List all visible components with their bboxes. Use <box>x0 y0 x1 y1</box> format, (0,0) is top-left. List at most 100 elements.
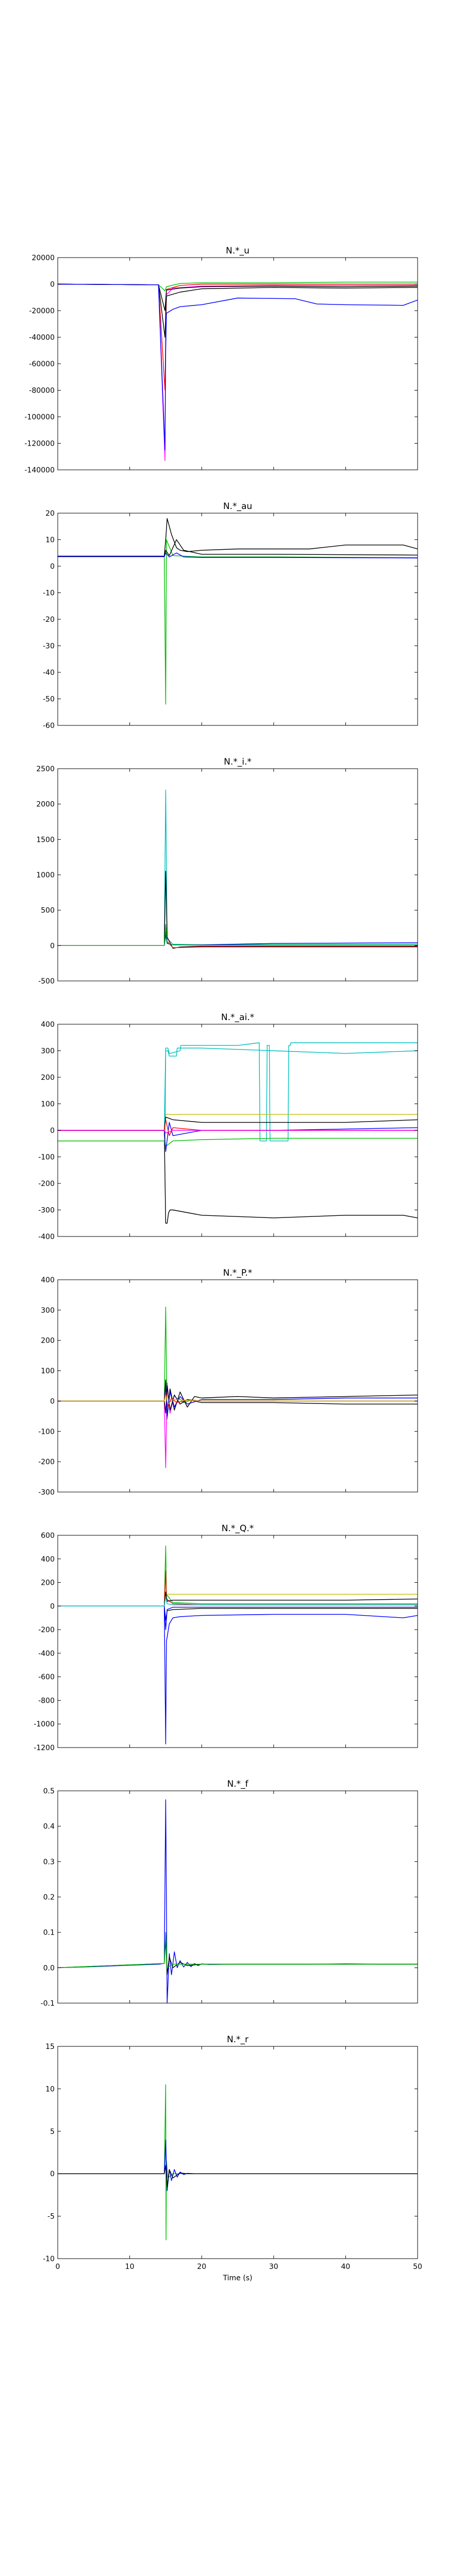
y-tick-label: 400 <box>41 1276 55 1284</box>
series-line-2 <box>58 518 418 557</box>
subplot-2: N.*_au 20 10 0 -10 -20 -30 -40 -50 -60 <box>43 501 418 730</box>
y-tick-label: 1000 <box>36 871 55 879</box>
y-tick-label: 0 <box>50 1127 55 1135</box>
y-tick-label: -500 <box>38 977 55 986</box>
chart-title: N.*_i.* <box>224 757 252 767</box>
y-tick-label: -400 <box>38 1233 55 1241</box>
series-line-2 <box>58 1605 418 1744</box>
plot-area <box>58 1535 418 1748</box>
series-line-3 <box>58 1130 418 1224</box>
y-tick-label: 500 <box>41 907 55 915</box>
x-tick-label: 50 <box>413 2263 422 2271</box>
y-tick-label: -100 <box>38 1428 55 1436</box>
plot-area <box>58 513 418 725</box>
series-line-3 <box>58 1932 418 1968</box>
x-tick-label: 40 <box>341 2263 350 2271</box>
plot-area <box>58 1280 418 1492</box>
y-tick-label: -200 <box>38 1626 55 1634</box>
series-line-7 <box>58 1122 418 1152</box>
series-line-1 <box>58 2084 418 2241</box>
y-tick-label: 200 <box>41 1337 55 1345</box>
plot-area <box>58 2046 418 2259</box>
x-tick-label: 0 <box>56 2263 60 2271</box>
series-line-3 <box>58 539 418 557</box>
series-line-8 <box>58 1596 418 1606</box>
y-tick-label: 0 <box>50 2170 55 2178</box>
y-tick-label: 20 <box>45 510 55 518</box>
y-tick-label: -200 <box>38 1180 55 1188</box>
series-line-3 <box>58 2165 418 2187</box>
y-tick-label: -10 <box>43 2255 55 2263</box>
plot-area <box>58 1791 418 2003</box>
y-tick-label: 0.4 <box>43 1823 55 1831</box>
y-tick-label: -1000 <box>34 1720 55 1728</box>
series-group <box>58 1545 418 1744</box>
y-tick-label: 15 <box>45 2043 55 2051</box>
y-tick-label: -50 <box>43 696 55 704</box>
y-tick-label: -60 <box>43 722 55 730</box>
y-tick-label: -300 <box>38 1207 55 1215</box>
y-tick-label: 0.0 <box>43 1964 55 1972</box>
series-line-7 <box>58 1605 418 1630</box>
series-group <box>58 1799 418 2003</box>
y-tick-label: -200 <box>38 1458 55 1466</box>
y-tick-label: -80000 <box>29 387 55 395</box>
series-line-5 <box>58 924 418 946</box>
y-tick-label: 0 <box>50 1602 55 1611</box>
y-tick-label: 400 <box>41 1555 55 1564</box>
series-line-7 <box>58 1395 418 1404</box>
series-line-1 <box>58 1042 418 1142</box>
y-tick-label: -20000 <box>29 307 55 315</box>
chart-title: N.*_au <box>223 501 252 512</box>
series-line-4 <box>58 552 418 558</box>
y-tick-label: -1200 <box>34 1744 55 1752</box>
y-tick-label: 600 <box>41 1532 55 1540</box>
series-group <box>58 518 418 705</box>
series-line-1 <box>58 281 418 292</box>
series-group <box>58 2084 418 2241</box>
y-tick-label: -40000 <box>29 334 55 342</box>
series-line-2 <box>58 283 418 391</box>
y-tick-label: -400 <box>38 1650 55 1658</box>
y-tick-label: 200 <box>41 1579 55 1587</box>
y-tick-label: -120000 <box>25 440 55 448</box>
chart-title: N.*_ai.* <box>221 1012 254 1023</box>
x-tick-label: 30 <box>269 2263 278 2271</box>
subplot-1: N.*_u 20000 0 -20000 -40000 -60000 -80000 -1000… <box>25 246 418 474</box>
y-tick-label: 20000 <box>31 254 55 262</box>
y-tick-label: 10 <box>45 536 55 545</box>
y-tick-label: 0.5 <box>43 1787 55 1795</box>
series-line-9 <box>58 1130 418 1133</box>
x-tick-label: 10 <box>125 2263 135 2271</box>
y-tick-label: 0.1 <box>43 1929 55 1937</box>
chart-title: N.*_f <box>227 1779 248 1789</box>
plot-area <box>58 258 418 470</box>
y-tick-label: -800 <box>38 1697 55 1705</box>
subplot-7: N.*_f 0.5 0.4 0.3 0.2 0.1 0.0 -0.1 <box>41 1779 418 2008</box>
axes-frame <box>57 1535 418 1748</box>
chart-title: N.*_u <box>226 246 250 256</box>
y-tick-label: 2000 <box>36 801 55 809</box>
chart-title: N.*_r <box>227 2035 248 2045</box>
subplot-4: N.*_ai.* 400 300 200 100 0 -100 -200 -300 -400 <box>38 1012 418 1241</box>
y-tick-label: -600 <box>38 1673 55 1682</box>
y-tick-label: 0 <box>50 942 55 950</box>
series-line-2 <box>58 871 418 949</box>
y-tick-label: 100 <box>41 1367 55 1376</box>
y-tick-label: -60000 <box>29 360 55 368</box>
plot-area <box>58 769 418 981</box>
y-tick-label: -30 <box>43 642 55 651</box>
chart-title: N.*_Q.* <box>222 1523 254 1534</box>
series-group <box>58 789 418 949</box>
series-line-5 <box>58 1138 418 1147</box>
y-tick-label: -300 <box>38 1488 55 1497</box>
y-tick-label: 300 <box>41 1047 55 1056</box>
x-axis-label: Time (s) <box>223 2274 253 2282</box>
series-group <box>58 1042 418 1224</box>
series-group <box>58 1307 418 1468</box>
series-line-1 <box>58 539 418 705</box>
y-tick-label: 400 <box>41 1021 55 1029</box>
y-tick-label: 2500 <box>36 765 55 773</box>
